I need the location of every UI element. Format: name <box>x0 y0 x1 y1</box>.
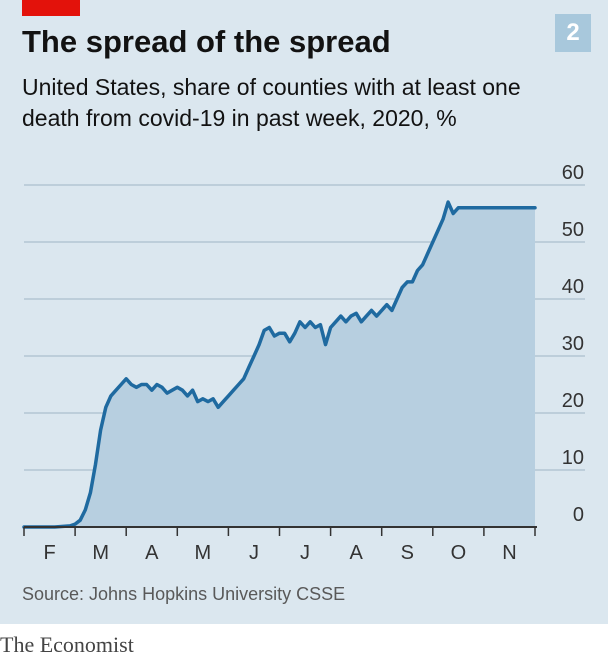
y-tick-label-10: 10 <box>562 447 584 469</box>
x-tick-label-9: O <box>451 542 467 564</box>
y-tick-label-20: 20 <box>562 390 584 412</box>
chart-plot: 0 10 20 30 40 50 60 F M A M J J A S O N <box>22 162 585 564</box>
data-line <box>22 200 537 529</box>
y-tick-label-30: 30 <box>562 333 584 355</box>
x-tick-label-5: J <box>249 542 259 564</box>
y-tick-label-60: 60 <box>562 162 584 184</box>
y-tick-label-0: 0 <box>573 504 584 526</box>
x-tick-label-10: N <box>502 542 516 564</box>
brand-red-tag <box>22 0 80 16</box>
x-tick-label-3: A <box>145 542 159 564</box>
x-tick-label-8: S <box>401 542 414 564</box>
x-tick-label-2: M <box>92 542 109 564</box>
y-tick-label-40: 40 <box>562 276 584 298</box>
y-tick-labels: 0 10 20 30 40 50 60 <box>562 162 584 526</box>
chart-subtitle: United States, share of counties with at… <box>22 74 521 131</box>
x-tick-label-7: A <box>349 542 363 564</box>
x-tick-label-4: M <box>195 542 212 564</box>
x-tick-label-6: J <box>300 542 310 564</box>
source-note: Source: Johns Hopkins University CSSE <box>22 584 346 604</box>
publication-logo: The Economist <box>0 632 134 657</box>
y-tick-label-50: 50 <box>562 219 584 241</box>
x-tick-label-1: F <box>43 542 55 564</box>
chart-title: The spread of the spread <box>22 24 391 59</box>
chart-number-badge: 2 <box>555 14 591 52</box>
data-area <box>24 202 535 527</box>
